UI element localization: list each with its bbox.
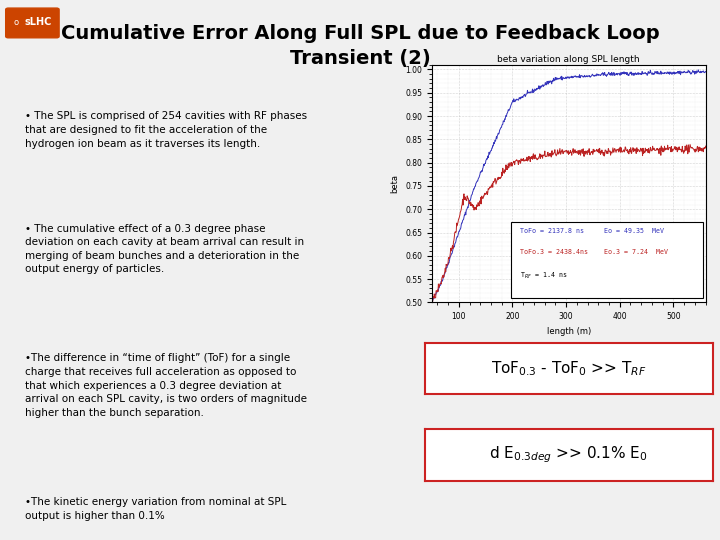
FancyBboxPatch shape [6,8,59,38]
Y-axis label: beta: beta [391,174,400,193]
Text: •The kinetic energy variation from nominal at SPL
output is higher than 0.1%: •The kinetic energy variation from nomin… [25,497,287,521]
Text: Cumulative Error Along Full SPL due to Feedback Loop: Cumulative Error Along Full SPL due to F… [60,24,660,43]
Text: o: o [14,18,19,27]
Title: beta variation along SPL length: beta variation along SPL length [498,55,640,64]
X-axis label: length (m): length (m) [546,327,591,336]
Text: T$_{RF}$ = 1.4 ns: T$_{RF}$ = 1.4 ns [520,271,567,280]
Text: ToFo = 2137.8 ns     Eo = 49.35  MeV: ToFo = 2137.8 ns Eo = 49.35 MeV [520,227,664,234]
Text: • The SPL is comprised of 254 cavities with RF phases
that are designed to fit t: • The SPL is comprised of 254 cavities w… [25,111,307,148]
Text: d E$_{0.3deg}$ >> 0.1% E$_{0}$: d E$_{0.3deg}$ >> 0.1% E$_{0}$ [490,444,648,465]
Text: ToF$_{0.3}$ - ToF$_{0}$ >> T$_{RF}$: ToF$_{0.3}$ - ToF$_{0}$ >> T$_{RF}$ [491,359,647,378]
Text: • The cumulative effect of a 0.3 degree phase
deviation on each cavity at beam a: • The cumulative effect of a 0.3 degree … [25,224,305,274]
Text: ToFo.3 = 2438.4ns    Eo.3 = 7.24  MeV: ToFo.3 = 2438.4ns Eo.3 = 7.24 MeV [520,249,667,255]
FancyBboxPatch shape [511,221,703,298]
Text: sLHC: sLHC [24,17,52,28]
Text: Transient (2): Transient (2) [289,49,431,68]
Text: •The difference in “time of flight” (ToF) for a single
charge that receives full: •The difference in “time of flight” (ToF… [25,354,307,418]
